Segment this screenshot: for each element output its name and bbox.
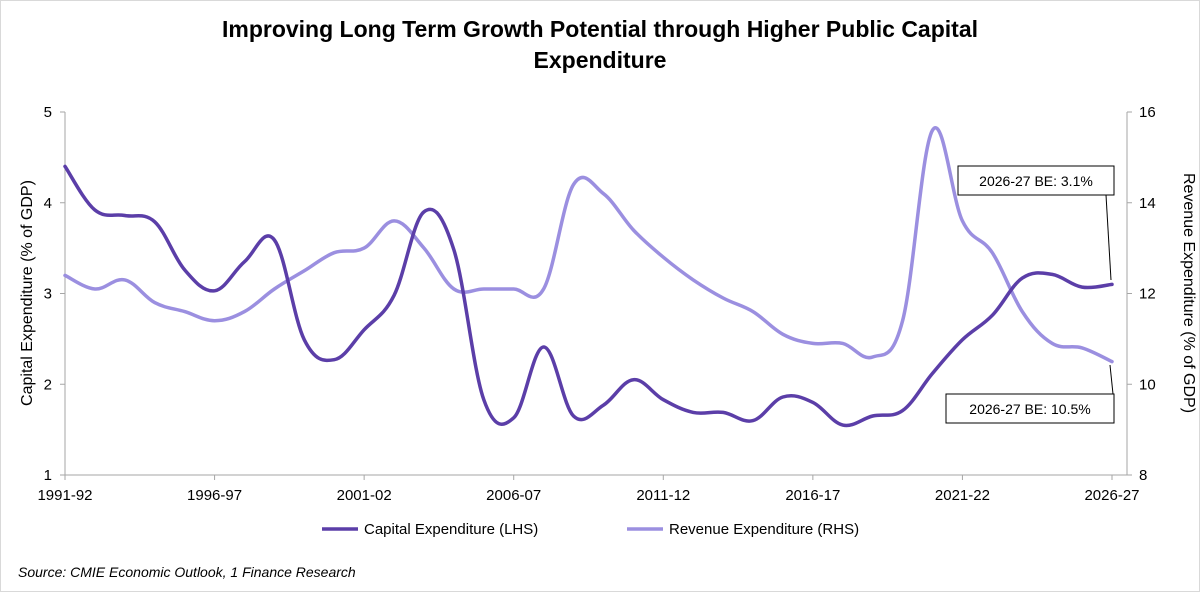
chart-title: Improving Long Term Growth Potential thr… xyxy=(0,14,1200,76)
x-ticks: 1991-92 1996-97 2001-02 2006-07 2011-12 2016-… xyxy=(37,475,1140,504)
chart-title-line-1: Improving Long Term Growth Potential thr… xyxy=(221,16,979,42)
legend-label-capex: Capital Expenditure (LHS) xyxy=(364,521,538,538)
legend: Capital Expenditure (LHS) Revenue Expend… xyxy=(322,521,859,538)
series-line-capital-expenditure xyxy=(63,164,1114,428)
annotation-leader-revex xyxy=(1109,364,1114,395)
series-line-revenue-expenditure xyxy=(63,126,1114,364)
annotation-box-capex xyxy=(957,165,1115,196)
y-left-tick-label: 2 xyxy=(44,376,52,393)
x-tick-label: 2011-12 xyxy=(636,487,690,504)
y-left-tick-label: 5 xyxy=(44,104,52,121)
x-tick-label: 2026-27 xyxy=(1084,487,1139,504)
chart-title-line-2: Expenditure xyxy=(533,47,667,73)
y-left-tick-label: 3 xyxy=(44,286,52,303)
y-left-ticks: 1 2 3 4 5 xyxy=(44,104,65,484)
annotations: 2026-27 BE: 3.1% 2026-27 BE: 10.5% xyxy=(945,165,1115,424)
x-tick-label: 1991-92 xyxy=(37,487,92,504)
x-tick-label: 2016-17 xyxy=(785,487,840,504)
annotation-text-capex: 2026-27 BE: 3.1% xyxy=(979,173,1093,189)
y-right-tick-label: 8 xyxy=(1139,467,1147,484)
x-tick-label: 2006-07 xyxy=(486,487,541,504)
y-right-tick-label: 10 xyxy=(1139,376,1156,393)
y-left-axis-label: Capital Expenditure (% of GDP) xyxy=(19,180,36,406)
series-layer xyxy=(63,126,1114,428)
y-right-tick-label: 14 xyxy=(1139,195,1156,212)
annotation-text-revex: 2026-27 BE: 10.5% xyxy=(969,401,1090,417)
source-note: Source: CMIE Economic Outlook, 1 Finance… xyxy=(18,564,356,580)
y-right-tick-label: 16 xyxy=(1139,104,1156,121)
y-left-tick-label: 1 xyxy=(44,467,52,484)
y-right-ticks: 8 10 12 14 16 xyxy=(1127,104,1156,484)
legend-label-revex: Revenue Expenditure (RHS) xyxy=(669,521,859,538)
annotation-box-revex xyxy=(945,393,1115,424)
annotation-leader-capex xyxy=(1105,194,1112,281)
y-left-tick-label: 4 xyxy=(44,195,52,212)
x-tick-label: 2001-02 xyxy=(337,487,392,504)
y-right-tick-label: 12 xyxy=(1139,286,1156,303)
x-tick-label: 2021-22 xyxy=(935,487,990,504)
x-tick-label: 1996-97 xyxy=(187,487,242,504)
y-right-axis-label: Revenue Expenditure (% of GDP) xyxy=(1180,173,1197,413)
